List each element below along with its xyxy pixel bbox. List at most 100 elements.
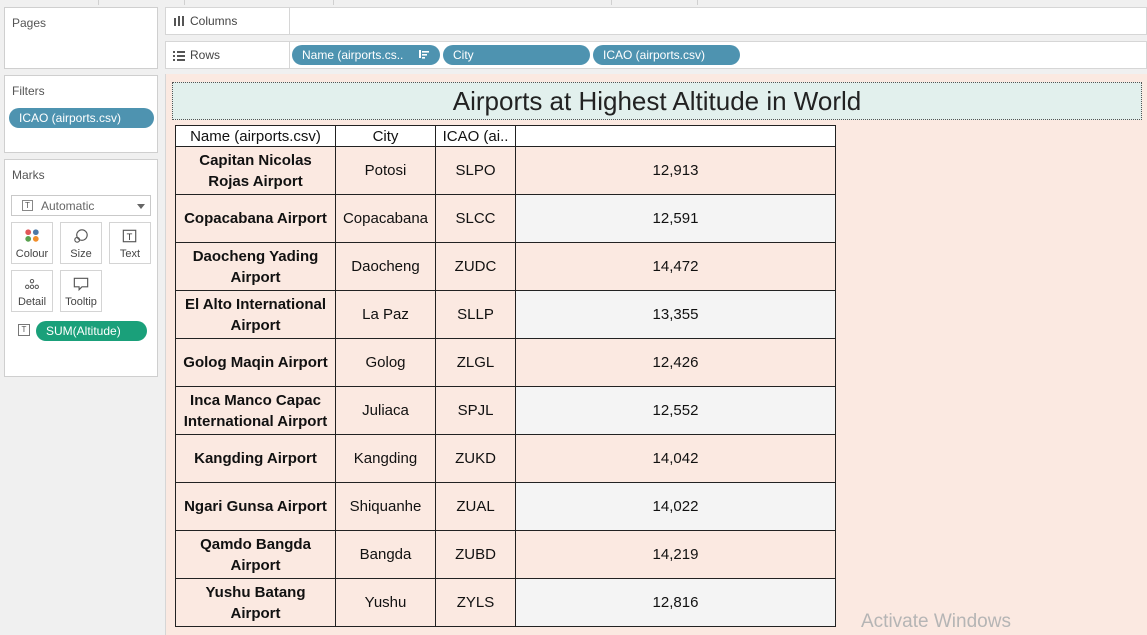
cell-name: Kangding Airport	[175, 434, 336, 483]
cell-name: Capitan Nicolas Rojas Airport	[175, 146, 336, 195]
cell-altitude: 14,472	[515, 242, 836, 291]
size-icon	[74, 229, 88, 243]
cell-city: Copacabana	[335, 194, 436, 243]
table-row[interactable]: El Alto International Airport La Paz SLL…	[175, 290, 836, 339]
columns-shelf[interactable]: Columns	[165, 7, 1147, 35]
cell-altitude: 12,591	[515, 194, 836, 243]
cell-city: Yushu	[335, 578, 436, 627]
size-button[interactable]: Size	[60, 222, 102, 264]
cell-name: Copacabana Airport	[175, 194, 336, 243]
cell-icao: ZLGL	[435, 338, 516, 387]
table-row[interactable]: Yushu Batang Airport Yushu ZYLS 12,816	[175, 578, 836, 627]
cell-icao: SLPO	[435, 146, 516, 195]
svg-text:T: T	[126, 233, 133, 243]
rows-pill-name[interactable]: Name (airports.cs..	[292, 45, 440, 65]
text-mark-icon: T	[22, 200, 33, 211]
rows-pill-name-label: Name (airports.cs..	[302, 48, 404, 62]
table-row[interactable]: Ngari Gunsa Airport Shiquanhe ZUAL 14,02…	[175, 482, 836, 531]
table-row[interactable]: Inca Manco Capac International Airport J…	[175, 386, 836, 435]
top-toolbar-strip	[0, 0, 1147, 5]
header-name[interactable]: Name (airports.csv)	[175, 125, 336, 147]
cell-icao: SLCC	[435, 194, 516, 243]
cell-name: Yushu Batang Airport	[175, 578, 336, 627]
marks-title: Marks	[12, 168, 45, 182]
filters-card[interactable]: Filters ICAO (airports.csv)	[4, 75, 158, 153]
header-value	[515, 125, 836, 147]
tooltip-icon	[73, 277, 89, 292]
cell-name: Daocheng Yading Airport	[175, 242, 336, 291]
text-icon: T	[122, 229, 137, 243]
cell-city: Juliaca	[335, 386, 436, 435]
cell-icao: ZUBD	[435, 530, 516, 579]
colour-button[interactable]: Colour	[11, 222, 53, 264]
view-canvas: Airports at Highest Altitude in World Na…	[165, 74, 1147, 635]
cell-city: Kangding	[335, 434, 436, 483]
cell-city: Daocheng	[335, 242, 436, 291]
detail-label: Detail	[17, 296, 47, 308]
cell-altitude: 14,042	[515, 434, 836, 483]
cell-altitude: 12,426	[515, 338, 836, 387]
rows-divider	[289, 42, 290, 68]
text-label: Text	[119, 248, 141, 260]
sum-altitude-pill[interactable]: SUM(Altitude)	[36, 321, 147, 341]
cell-altitude: 12,816	[515, 578, 836, 627]
pages-title: Pages	[12, 16, 47, 30]
view-title[interactable]: Airports at Highest Altitude in World	[172, 82, 1142, 120]
table-row[interactable]: Golog Maqin Airport Golog ZLGL 12,426	[175, 338, 836, 387]
cell-name: El Alto International Airport	[175, 290, 336, 339]
cell-icao: SPJL	[435, 386, 516, 435]
table-row[interactable]: Daocheng Yading Airport Daocheng ZUDC 14…	[175, 242, 836, 291]
cell-altitude: 12,552	[515, 386, 836, 435]
cell-icao: ZYLS	[435, 578, 516, 627]
table-row[interactable]: Qamdo Bangda Airport Bangda ZUBD 14,219	[175, 530, 836, 579]
text-button[interactable]: T Text	[109, 222, 151, 264]
detail-icon	[25, 278, 39, 290]
filter-pill-icao[interactable]: ICAO (airports.csv)	[9, 108, 154, 128]
header-city[interactable]: City	[335, 125, 436, 147]
cell-name: Ngari Gunsa Airport	[175, 482, 336, 531]
cell-icao: ZUDC	[435, 242, 516, 291]
pages-card[interactable]: Pages	[4, 7, 158, 69]
marks-card: Marks	[4, 159, 158, 377]
columns-icon	[174, 16, 184, 26]
table-row[interactable]: Copacabana Airport Copacabana SLCC 12,59…	[175, 194, 836, 243]
cell-city: Shiquanhe	[335, 482, 436, 531]
text-encoding-icon: T	[18, 324, 30, 336]
header-row: Name (airports.csv) City ICAO (ai..	[175, 125, 836, 147]
cell-name: Qamdo Bangda Airport	[175, 530, 336, 579]
table-row[interactable]: Capitan Nicolas Rojas Airport Potosi SLP…	[175, 146, 836, 195]
cell-altitude: 14,022	[515, 482, 836, 531]
rows-label: Rows	[190, 48, 221, 62]
cell-altitude: 14,219	[515, 530, 836, 579]
header-icao[interactable]: ICAO (ai..	[435, 125, 516, 147]
sort-descending-icon	[419, 50, 429, 59]
tooltip-button[interactable]: Tooltip	[60, 270, 102, 312]
cell-city: Golog	[335, 338, 436, 387]
cell-icao: ZUAL	[435, 482, 516, 531]
chevron-down-icon	[137, 204, 145, 209]
rows-pill-icao[interactable]: ICAO (airports.csv)	[593, 45, 740, 65]
size-label: Size	[70, 248, 92, 260]
cell-name: Golog Maqin Airport	[175, 338, 336, 387]
mark-type-label: Automatic	[41, 199, 95, 213]
cell-name: Inca Manco Capac International Airport	[175, 386, 336, 435]
filters-title: Filters	[12, 84, 45, 98]
cell-city: Potosi	[335, 146, 436, 195]
rows-pill-city[interactable]: City	[443, 45, 590, 65]
colour-icon	[25, 229, 39, 242]
colour-label: Colour	[15, 248, 49, 260]
mark-type-dropdown[interactable]: T Automatic	[11, 195, 151, 216]
cell-city: La Paz	[335, 290, 436, 339]
cell-altitude: 12,913	[515, 146, 836, 195]
cell-icao: ZUKD	[435, 434, 516, 483]
cell-city: Bangda	[335, 530, 436, 579]
table-row[interactable]: Kangding Airport Kangding ZUKD 14,042	[175, 434, 836, 483]
detail-button[interactable]: Detail	[11, 270, 53, 312]
columns-label: Columns	[190, 14, 238, 28]
rows-icon	[173, 51, 185, 61]
cell-icao: SLLP	[435, 290, 516, 339]
data-table: Name (airports.csv) City ICAO (ai.. Capi…	[175, 125, 836, 627]
cell-altitude: 13,355	[515, 290, 836, 339]
activate-windows-watermark: Activate Windows	[861, 611, 1011, 632]
tooltip-label: Tooltip	[65, 296, 97, 308]
